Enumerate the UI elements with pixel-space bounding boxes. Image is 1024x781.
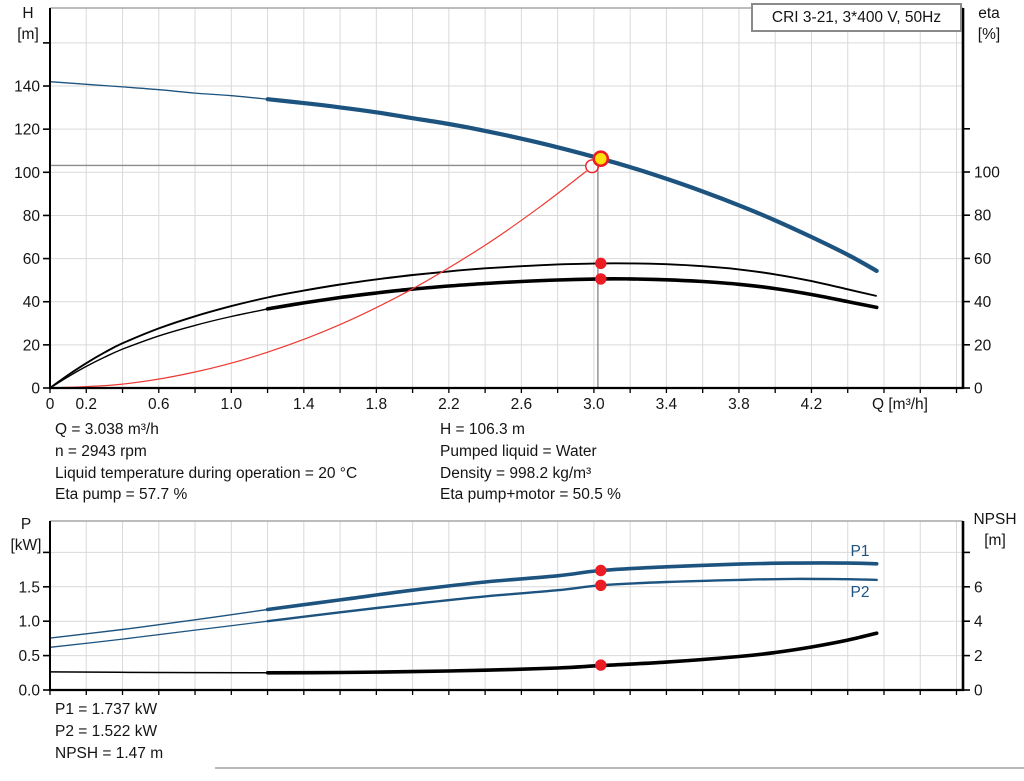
power-info-block: P1 = 1.737 kW P2 = 1.522 kW NPSH = 1.47 … (55, 699, 163, 764)
info-q: Q = 3.038 m³/h (55, 421, 159, 438)
y-right-tick-label: 6 (974, 579, 983, 596)
y-right-tick-label: 100 (974, 165, 1000, 182)
pump-title-box: CRI 3-21, 3*400 V, 50Hz (751, 3, 962, 32)
x-tick-label: 3.8 (728, 396, 750, 413)
x-tick-label: 2.2 (438, 396, 460, 413)
y-right-tick-label: 4 (974, 614, 983, 631)
eta-pump-motor-curve-thin (49, 308, 268, 389)
y-left-tick-label: 100 (14, 165, 40, 182)
operating-point-marker (592, 150, 610, 168)
head-curve (265, 97, 879, 273)
y-left-tick-label: 0.0 (18, 683, 40, 700)
h-axis-label: H [m] (8, 3, 48, 45)
y-right-tick-label: 0 (974, 683, 983, 700)
duty-info-right: H = 106.3 m Pumped liquid = Water Densit… (440, 419, 621, 506)
info-p1: P1 = 1.737 kW (55, 701, 158, 718)
y-left-tick-label: 60 (23, 251, 41, 268)
eta-pump-curve (49, 262, 877, 389)
y-left-tick-label: 120 (14, 122, 40, 139)
info-npsh: NPSH = 1.47 m (55, 744, 164, 762)
y-right-tick-label: 0 (974, 381, 983, 398)
x-tick-label: 1.4 (293, 396, 315, 413)
p-axis-label: P [kW] (4, 514, 48, 556)
x-tick-label: 1.0 (221, 396, 243, 413)
h-axis-label-symbol: H (22, 5, 34, 22)
x-tick-label: 4.2 (801, 396, 823, 413)
eta-pump-motor-curve (265, 276, 879, 311)
info-liquid-temp: Liquid temperature during operation = 20… (55, 464, 358, 482)
head-curve-thin (49, 81, 268, 100)
y-right-tick-label: 80 (974, 208, 992, 225)
system-curve (49, 170, 587, 389)
p-axis-label-unit: [kW] (10, 537, 42, 554)
y-left-tick-label: 0 (31, 381, 40, 398)
x-tick-label: 2.6 (511, 396, 533, 413)
q-axis-label: Q [m³/h] (872, 396, 928, 413)
npsh-curve-thin (49, 671, 268, 674)
y-left-tick-label: 20 (23, 337, 41, 354)
x-tick-label: 0.6 (148, 396, 170, 413)
eta-axis-label: eta [%] (966, 3, 1012, 45)
p2-curve (266, 577, 878, 623)
x-tick-label: 0 (46, 396, 55, 413)
x-tick-label: 0.2 (75, 396, 97, 413)
y-left-tick-label: 1.5 (18, 579, 40, 596)
p1-curve-thin (49, 608, 268, 639)
npsh-point-marker (595, 659, 607, 671)
p2-point-marker (595, 579, 607, 591)
y-left-tick-label: 140 (14, 79, 40, 96)
npsh-axis-label: NPSH [m] (966, 509, 1024, 551)
y-right-tick-label: 20 (974, 337, 992, 354)
y-right-tick-label: 2 (974, 648, 983, 665)
eta-pump-point-marker (595, 257, 607, 270)
x-tick-label: 1.8 (366, 396, 388, 413)
duty-info-left: Q = 3.038 m³/h n = 2943 rpm Liquid tempe… (55, 419, 357, 506)
npsh-axis-label-unit: [m] (984, 532, 1006, 549)
info-p2: P2 = 1.522 kW (55, 722, 158, 740)
x-tick-label: 3.4 (656, 396, 678, 413)
npsh-curve (265, 631, 879, 675)
h-axis-label-unit: [m] (17, 26, 39, 43)
y-right-tick-label: 40 (974, 294, 992, 311)
p-axis-label-symbol: P (20, 516, 32, 533)
x-tick-label: 3.0 (583, 396, 605, 413)
y-left-tick-label: 0.5 (18, 648, 40, 665)
info-h: H = 106.3 m (440, 421, 525, 438)
y-left-tick-label: 80 (23, 208, 41, 225)
info-eta-pump-motor: Eta pump+motor = 50.5 % (440, 486, 621, 504)
eta-axis-label-unit: [%] (977, 26, 1001, 43)
y-left-tick-label: 1.0 (18, 614, 40, 631)
p2-curve-label: P2 (850, 584, 870, 601)
eta-axis-label-symbol: eta (978, 5, 1000, 22)
y-left-tick-label: 40 (23, 294, 41, 311)
y-right-tick-label: 60 (974, 251, 992, 268)
eta-pump-motor-point-marker (595, 273, 607, 285)
info-eta-pump: Eta pump = 57.7 % (55, 486, 188, 504)
p2-curve-thin (49, 620, 268, 648)
info-n: n = 2943 rpm (55, 442, 147, 460)
p1-curve (265, 561, 879, 612)
info-density: Density = 998.2 kg/m³ (440, 464, 592, 482)
info-pumped-liquid: Pumped liquid = Water (440, 442, 597, 460)
p1-point-marker (595, 564, 607, 577)
pump-title-text: CRI 3-21, 3*400 V, 50Hz (771, 8, 942, 26)
bottom-divider (215, 767, 1024, 769)
p1-curve-label: P1 (850, 543, 870, 560)
npsh-axis-label-symbol: NPSH (973, 511, 1017, 528)
